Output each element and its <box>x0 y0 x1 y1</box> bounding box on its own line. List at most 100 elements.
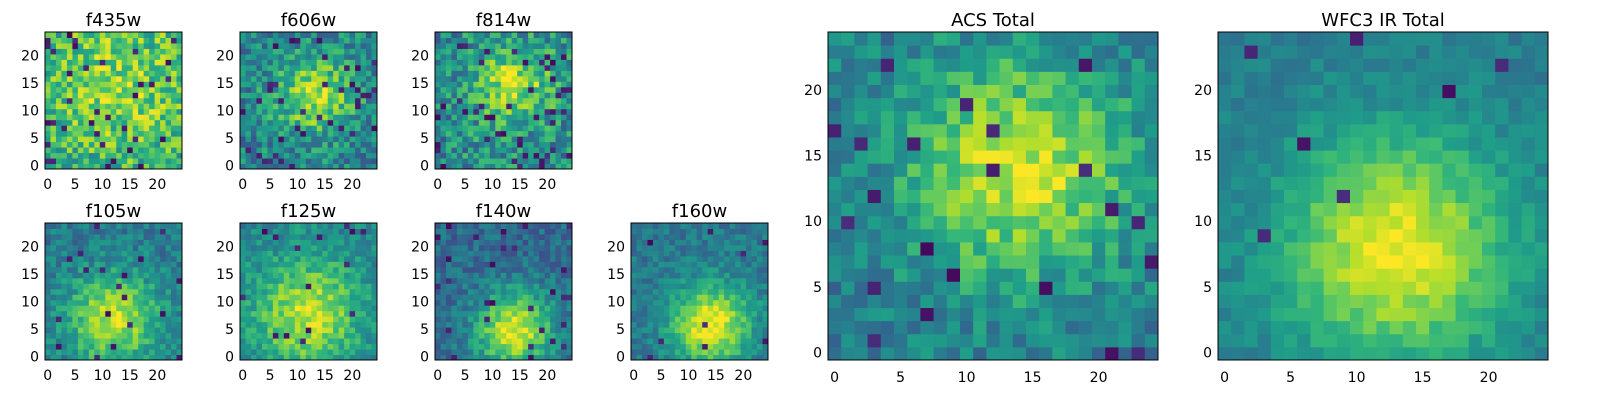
heatmap-cell <box>300 53 307 60</box>
heatmap-cell <box>240 141 246 148</box>
heatmap-cell <box>333 32 340 38</box>
heatmap-cell <box>160 250 167 257</box>
heatmap-cell <box>500 288 507 295</box>
heatmap-cell <box>539 119 546 126</box>
heatmap-cell <box>473 299 480 306</box>
heatmap-cell <box>360 141 367 148</box>
heatmap-cell <box>360 261 367 268</box>
heatmap-cell <box>338 272 345 279</box>
heatmap-cell <box>544 332 551 339</box>
heatmap-cell <box>143 338 150 345</box>
heatmap-cell <box>522 53 529 60</box>
heatmap-cell <box>176 277 183 284</box>
heatmap-cell <box>566 86 573 93</box>
heatmap-cell <box>349 125 356 132</box>
heatmap-cell <box>127 266 134 273</box>
y-tick-label: 10 <box>21 294 39 310</box>
heatmap-cell <box>566 53 573 60</box>
heatmap-cell <box>495 294 502 301</box>
heatmap-cell <box>528 228 535 235</box>
heatmap-cell <box>240 277 246 284</box>
heatmap-cell <box>88 86 95 93</box>
heatmap-cell <box>751 283 758 290</box>
heatmap-cell <box>566 119 573 126</box>
heatmap-cell <box>462 53 469 60</box>
heatmap-cell <box>999 228 1014 243</box>
heatmap-cell <box>165 136 172 143</box>
heatmap-cell <box>256 277 263 284</box>
heatmap-cell <box>1078 150 1093 164</box>
heatmap-cell <box>355 310 362 317</box>
heatmap-cell <box>685 354 692 361</box>
heatmap-cell <box>149 158 156 165</box>
heatmap-cell <box>256 272 263 279</box>
y-tick-label: 15 <box>607 267 625 283</box>
heatmap-cell <box>311 158 318 165</box>
heatmap-cell <box>50 75 57 82</box>
panel-f814w: f814w 0 5 10 15 20 0 5 10 15 20 <box>411 10 573 193</box>
heatmap-cell <box>946 123 961 138</box>
heatmap-cell <box>724 261 731 268</box>
heatmap-cell <box>176 103 183 110</box>
heatmap-cell <box>294 316 301 323</box>
heatmap-cell <box>445 48 452 55</box>
heatmap-cell <box>707 277 714 284</box>
heatmap-cell <box>305 136 312 143</box>
heatmap-cell <box>256 147 263 154</box>
heatmap-cell <box>561 158 568 165</box>
heatmap-cell <box>946 228 961 243</box>
heatmap-cell <box>245 42 252 49</box>
heatmap-cell <box>685 321 692 328</box>
heatmap-cell <box>841 294 855 309</box>
heatmap-cell <box>517 53 524 60</box>
heatmap-cell <box>267 250 274 257</box>
heatmap-cell <box>533 228 540 235</box>
heatmap-cell <box>435 327 441 334</box>
heatmap-cell <box>116 244 123 251</box>
heatmap-cell <box>305 261 312 268</box>
heatmap-cell <box>127 119 134 126</box>
heatmap-cell <box>561 332 568 339</box>
heatmap-cell <box>316 343 323 350</box>
heatmap-cell <box>561 310 568 317</box>
heatmap-cell <box>267 70 274 77</box>
heatmap-cell <box>467 59 474 66</box>
heatmap-cell <box>165 147 172 154</box>
heatmap-cell <box>544 141 551 148</box>
heatmap-cell <box>245 354 252 361</box>
heatmap-cell <box>61 349 68 356</box>
heatmap-cell <box>685 310 692 317</box>
heatmap-cell <box>702 316 709 323</box>
heatmap-cell <box>55 64 62 71</box>
heatmap-cell <box>267 305 274 312</box>
x-tick-label: 20 <box>148 368 166 384</box>
heatmap-cell <box>366 119 373 126</box>
heatmap-cell <box>371 233 378 240</box>
heatmap-cell <box>77 103 84 110</box>
heatmap-cell <box>539 152 546 159</box>
heatmap-cell <box>522 294 529 301</box>
heatmap-cell <box>522 277 529 284</box>
heatmap-cell <box>366 136 373 143</box>
heatmap-cell <box>495 228 502 235</box>
heatmap-cell <box>539 92 546 99</box>
heatmap-cell <box>55 283 62 290</box>
heatmap-cell <box>83 321 90 328</box>
heatmap-cell <box>473 310 480 317</box>
heatmap-cell <box>435 97 441 104</box>
heatmap-cell <box>121 327 128 334</box>
heatmap-cell <box>631 338 637 345</box>
heatmap-cell <box>99 119 106 126</box>
heatmap-cell <box>322 277 329 284</box>
heatmap-cell <box>127 81 134 88</box>
heatmap-cell <box>160 86 167 93</box>
heatmap-cell <box>261 114 268 121</box>
heatmap-cell <box>154 266 161 273</box>
heatmap-cell <box>473 48 480 55</box>
heatmap-cell <box>451 283 458 290</box>
heatmap-cell <box>278 81 285 88</box>
heatmap-cell <box>729 332 736 339</box>
heatmap-cell <box>338 141 345 148</box>
heatmap-cell <box>841 281 855 295</box>
heatmap-cell <box>539 244 546 251</box>
